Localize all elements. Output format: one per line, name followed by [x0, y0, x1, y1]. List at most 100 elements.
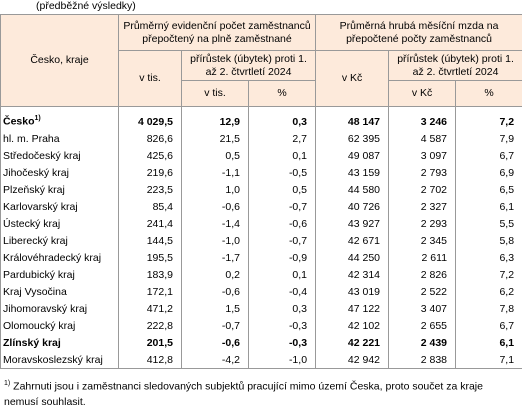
region-name: Karlovarský kraj: [3, 200, 78, 213]
value-cell: 241,4: [118, 215, 182, 232]
value-cell: -0,6: [181, 198, 249, 215]
value-cell: 3 407: [388, 300, 457, 317]
value-cell: 2 439: [388, 334, 457, 351]
region-name: Liberecký kraj: [3, 234, 68, 247]
value-cell: 219,6: [118, 164, 182, 181]
table-row: Česko1) 4 029,5 12,9 0,3 48 147 3 246 7,2: [0, 106, 522, 130]
header-cell: v tis.: [118, 50, 182, 107]
region-cell: Královéhradecký kraj: [0, 249, 119, 266]
region-name: Pardubický kraj: [3, 268, 75, 281]
table-row: Liberecký kraj 144,5 -1,0 -0,7 42 671 2 345 5,…: [0, 232, 522, 249]
value-cell: 40 726: [315, 198, 390, 215]
value-cell: 5,5: [455, 215, 522, 232]
header-cell: Průměrný evidenční počet zaměstnanců pře…: [117, 14, 317, 51]
value-cell: -1,4: [181, 215, 249, 232]
table-row: Jihočeský kraj 219,6 -1,1 -0,5 43 159 2 793 6,…: [0, 164, 522, 181]
region-name: Jihočeský kraj: [3, 166, 69, 179]
value-cell: 4 587: [388, 130, 457, 147]
value-cell: 85,4: [118, 198, 182, 215]
value-cell: -1,0: [247, 351, 317, 369]
region-cell: Kraj Vysočina: [0, 283, 119, 300]
region-cell: Moravskoslezský kraj: [0, 351, 119, 369]
header-cell: Průměrná hrubá měsíční mzda na přepočten…: [315, 14, 522, 51]
value-cell: 195,5: [118, 249, 182, 266]
value-cell: 12,9: [181, 106, 249, 130]
value-cell: 7,2: [455, 106, 522, 130]
value-cell: 47 122: [315, 300, 390, 317]
value-cell: 3 246: [388, 106, 457, 130]
value-cell: 0,5: [181, 147, 249, 164]
value-cell: 21,5: [181, 130, 249, 147]
value-cell: 471,2: [118, 300, 182, 317]
value-cell: 7,1: [455, 351, 522, 369]
value-cell: -1,0: [181, 232, 249, 249]
region-cell: Středočeský kraj: [0, 147, 119, 164]
value-cell: 1,0: [181, 181, 249, 198]
value-cell: -4,2: [181, 351, 249, 369]
table-row: Středočeský kraj 425,6 0,5 0,1 49 087 3 097 6,…: [0, 147, 522, 164]
value-cell: 222,8: [118, 317, 182, 334]
value-cell: 201,5: [118, 334, 182, 351]
value-cell: 144,5: [118, 232, 182, 249]
header-cell: %: [455, 80, 522, 107]
table-row: Plzeňský kraj 223,5 1,0 0,5 44 580 2 702 6,5: [0, 181, 522, 198]
value-cell: 43 927: [315, 215, 390, 232]
header-cell: v tis.: [181, 80, 249, 107]
region-cell: Olomoucký kraj: [0, 317, 119, 334]
table-row: Moravskoslezský kraj 412,8 -4,2 -1,0 42 942 2…: [0, 351, 522, 369]
table-row: Zlínský kraj 201,5 -0,6 -0,3 42 221 2 439 6,1: [0, 334, 522, 351]
value-cell: 2 611: [388, 249, 457, 266]
table-row: Karlovarský kraj 85,4 -0,6 -0,7 40 726 2 327 6…: [0, 198, 522, 215]
value-cell: -0,4: [247, 283, 317, 300]
region-name: Ústecký kraj: [3, 217, 61, 230]
value-cell: 6,3: [455, 249, 522, 266]
value-cell: 6,1: [455, 334, 522, 351]
value-cell: 2 327: [388, 198, 457, 215]
region-name: Plzeňský kraj: [3, 183, 65, 196]
footnote-mark: 1): [4, 380, 11, 387]
value-cell: 42 314: [315, 266, 390, 283]
note-mark: 1): [34, 115, 41, 123]
caption: (předběžné výsledky): [36, 0, 136, 12]
value-cell: 7,2: [455, 266, 522, 283]
region-name: Kraj Vysočina: [3, 285, 67, 298]
value-cell: -0,9: [247, 249, 317, 266]
value-cell: -0,7: [247, 198, 317, 215]
value-cell: 2 293: [388, 215, 457, 232]
value-cell: 223,5: [118, 181, 182, 198]
header-cell: Česko, kraje: [0, 14, 119, 107]
value-cell: 7,9: [455, 130, 522, 147]
value-cell: -1,1: [181, 164, 249, 181]
value-cell: 3 097: [388, 147, 457, 164]
region-cell: Jihomoravský kraj: [0, 300, 119, 317]
header-cell: přírůstek (úbytek) proti 1. až 2. čtvrtl…: [388, 50, 522, 81]
value-cell: 43 159: [315, 164, 390, 181]
region-name: Královéhradecký kraj: [3, 251, 102, 264]
value-cell: 6,1: [455, 198, 522, 215]
region-cell: hl. m. Praha: [0, 130, 119, 147]
value-cell: 0,1: [247, 147, 317, 164]
value-cell: 62 395: [315, 130, 390, 147]
value-cell: 42 942: [315, 351, 390, 369]
value-cell: 2 702: [388, 181, 457, 198]
table-body: Česko1) 4 029,5 12,9 0,3 48 147 3 246 7,2 hl. m…: [0, 106, 522, 369]
value-cell: 425,6: [118, 147, 182, 164]
region-name: Česko: [3, 115, 35, 128]
value-cell: 0,5: [247, 181, 317, 198]
value-cell: 0,3: [247, 106, 317, 130]
value-cell: -0,7: [181, 317, 249, 334]
region-name: Středočeský kraj: [3, 149, 81, 162]
header-cell: přírůstek (úbytek) proti 1. až 2. čtvrtl…: [180, 50, 317, 81]
region-cell: Liberecký kraj: [0, 232, 119, 249]
region-cell: Pardubický kraj: [0, 266, 119, 283]
header-cell: v Kč: [388, 80, 457, 107]
value-cell: 1,5: [181, 300, 249, 317]
table-row: Ústecký kraj 241,4 -1,4 -0,6 43 927 2 293 5,5: [0, 215, 522, 232]
value-cell: 2,7: [247, 130, 317, 147]
region-cell: Plzeňský kraj: [0, 181, 119, 198]
value-cell: 6,7: [455, 147, 522, 164]
value-cell: 6,2: [455, 283, 522, 300]
value-cell: 42 671: [315, 232, 390, 249]
value-cell: 0,3: [247, 300, 317, 317]
